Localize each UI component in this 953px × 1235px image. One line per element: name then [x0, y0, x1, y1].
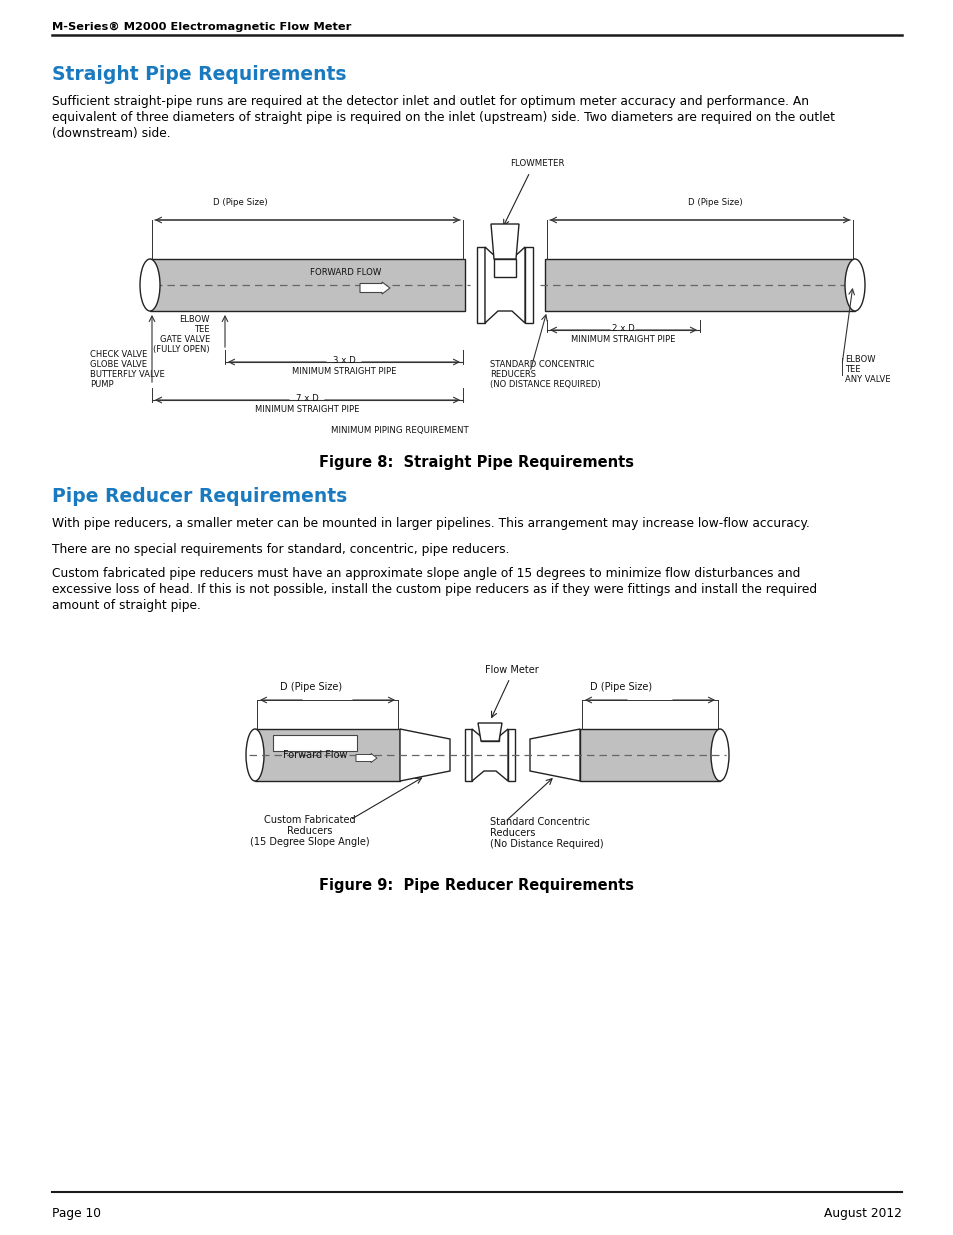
Text: FORWARD FLOW: FORWARD FLOW [310, 268, 381, 277]
Text: D (Pipe Size): D (Pipe Size) [213, 198, 268, 207]
Text: Custom fabricated pipe reducers must have an approximate slope angle of 15 degre: Custom fabricated pipe reducers must hav… [52, 567, 800, 580]
Text: STANDARD CONCENTRIC: STANDARD CONCENTRIC [490, 359, 594, 369]
Text: Standard Concentric: Standard Concentric [490, 818, 589, 827]
Bar [494, 259, 516, 277]
Text: ANY VALVE: ANY VALVE [844, 375, 889, 384]
Text: Custom Fabricated: Custom Fabricated [264, 815, 355, 825]
Polygon shape [254, 729, 399, 781]
Text: Figure 9:  Pipe Reducer Requirements: Figure 9: Pipe Reducer Requirements [319, 878, 634, 893]
Polygon shape [150, 259, 464, 311]
Text: (No Distance Required): (No Distance Required) [490, 839, 603, 848]
Text: 2 x D: 2 x D [611, 324, 634, 333]
Text: excessive loss of head. If this is not possible, install the custom pipe reducer: excessive loss of head. If this is not p… [52, 583, 817, 597]
Text: ELBOW: ELBOW [844, 354, 875, 364]
Text: Forward Flow: Forward Flow [282, 750, 347, 760]
Ellipse shape [844, 259, 864, 311]
Polygon shape [464, 729, 472, 781]
Text: CHECK VALVE: CHECK VALVE [90, 350, 147, 359]
Polygon shape [579, 729, 720, 781]
Text: MINIMUM STRAIGHT PIPE: MINIMUM STRAIGHT PIPE [292, 367, 395, 375]
Polygon shape [472, 729, 507, 781]
Text: amount of straight pipe.: amount of straight pipe. [52, 599, 201, 613]
Text: FLOWMETER: FLOWMETER [510, 159, 564, 168]
Text: ELBOW: ELBOW [179, 315, 210, 324]
Text: Reducers: Reducers [490, 827, 535, 839]
FancyArrow shape [359, 282, 390, 294]
Text: (NO DISTANCE REQUIRED): (NO DISTANCE REQUIRED) [490, 380, 600, 389]
Text: D (Pipe Size): D (Pipe Size) [280, 682, 342, 692]
FancyBboxPatch shape [273, 735, 356, 751]
Polygon shape [544, 259, 854, 311]
Text: (FULLY OPEN): (FULLY OPEN) [153, 345, 210, 354]
Text: August 2012: August 2012 [823, 1207, 901, 1220]
Text: GATE VALVE: GATE VALVE [159, 335, 210, 345]
Text: 3 x D: 3 x D [333, 356, 355, 366]
Text: There are no special requirements for standard, concentric, pipe reducers.: There are no special requirements for st… [52, 543, 509, 556]
Text: TEE: TEE [844, 366, 860, 374]
Ellipse shape [710, 729, 728, 781]
Text: Page 10: Page 10 [52, 1207, 101, 1220]
Ellipse shape [246, 729, 264, 781]
FancyArrow shape [355, 753, 376, 762]
Text: Flow Meter: Flow Meter [484, 664, 538, 676]
Text: With pipe reducers, a smaller meter can be mounted in larger pipelines. This arr: With pipe reducers, a smaller meter can … [52, 517, 809, 530]
Text: MINIMUM STRAIGHT PIPE: MINIMUM STRAIGHT PIPE [254, 405, 359, 414]
Polygon shape [507, 729, 515, 781]
Text: GLOBE VALVE: GLOBE VALVE [90, 359, 147, 369]
Polygon shape [530, 729, 579, 781]
Text: 7 x D: 7 x D [295, 394, 318, 403]
Text: Sufficient straight-pipe runs are required at the detector inlet and outlet for : Sufficient straight-pipe runs are requir… [52, 95, 808, 107]
Bar [480, 727, 498, 741]
Text: TEE: TEE [194, 325, 210, 333]
Polygon shape [491, 224, 518, 259]
Text: equivalent of three diameters of straight pipe is required on the inlet (upstrea: equivalent of three diameters of straigh… [52, 111, 834, 124]
Text: D (Pipe Size): D (Pipe Size) [687, 198, 741, 207]
Polygon shape [476, 247, 484, 324]
Text: MINIMUM PIPING REQUIREMENT: MINIMUM PIPING REQUIREMENT [331, 426, 468, 435]
Text: (downstream) side.: (downstream) side. [52, 127, 171, 140]
Text: REDUCERS: REDUCERS [490, 370, 536, 379]
Text: (15 Degree Slope Angle): (15 Degree Slope Angle) [250, 837, 370, 847]
Polygon shape [524, 247, 533, 324]
Text: PUMP: PUMP [90, 380, 113, 389]
Text: MINIMUM STRAIGHT PIPE: MINIMUM STRAIGHT PIPE [570, 335, 675, 345]
Text: D (Pipe Size): D (Pipe Size) [589, 682, 652, 692]
Polygon shape [477, 722, 501, 741]
Ellipse shape [140, 259, 160, 311]
Polygon shape [399, 729, 450, 781]
Text: Pipe Reducer Requirements: Pipe Reducer Requirements [52, 487, 347, 506]
Text: Reducers: Reducers [287, 826, 333, 836]
Text: M-Series® M2000 Electromagnetic Flow Meter: M-Series® M2000 Electromagnetic Flow Met… [52, 22, 351, 32]
Polygon shape [484, 247, 524, 324]
Text: Straight Pipe Requirements: Straight Pipe Requirements [52, 65, 346, 84]
Text: Figure 8:  Straight Pipe Requirements: Figure 8: Straight Pipe Requirements [319, 454, 634, 471]
Text: BUTTERFLY VALVE: BUTTERFLY VALVE [90, 370, 165, 379]
